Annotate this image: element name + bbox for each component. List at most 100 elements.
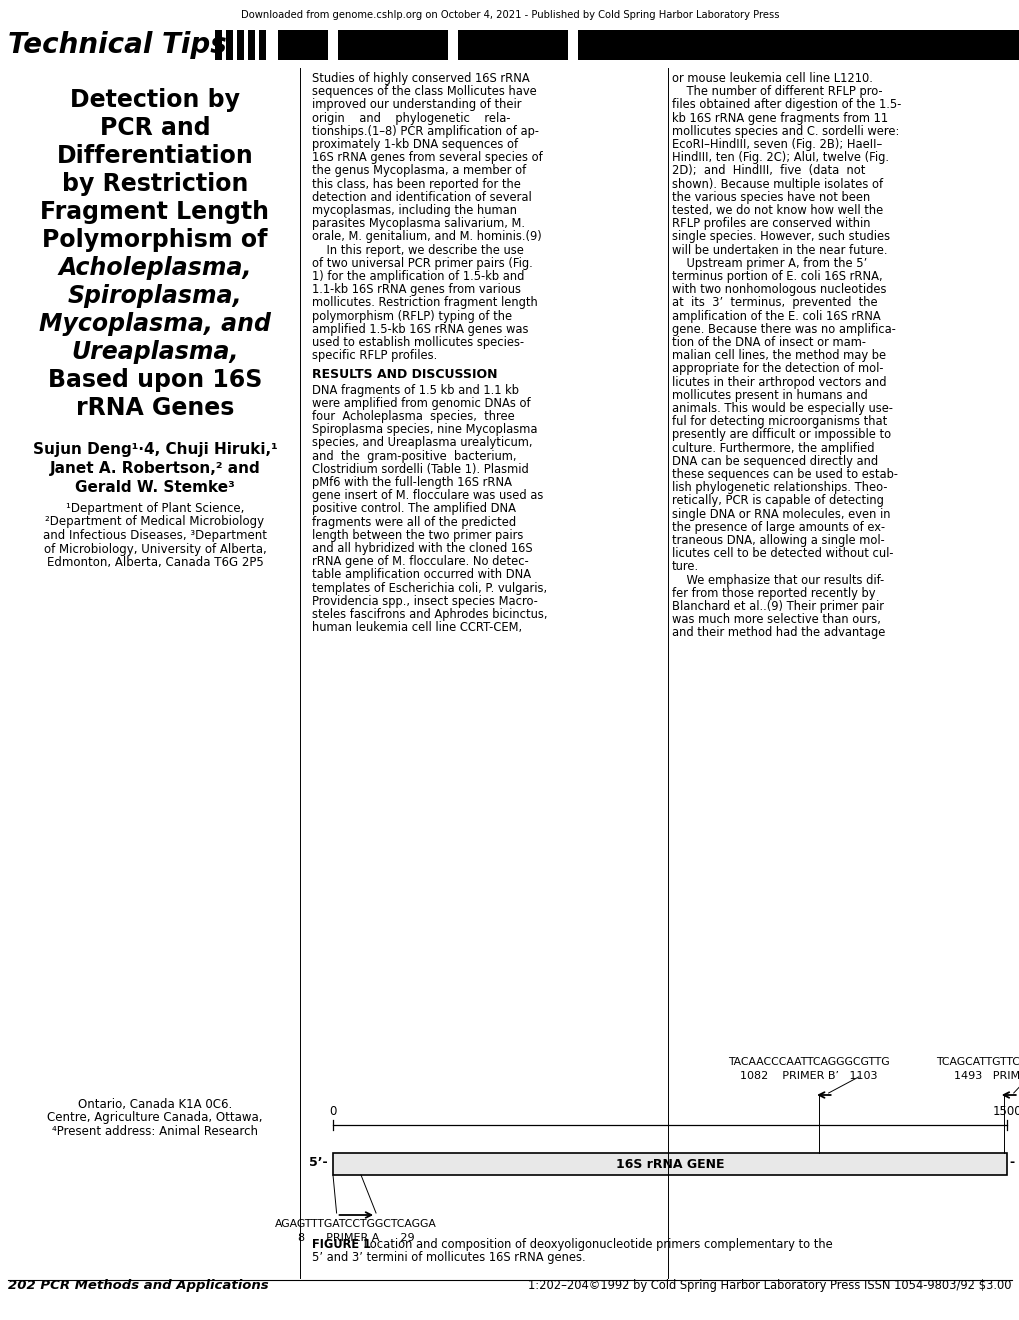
Text: Clostridium sordelli (Table 1). Plasmid: Clostridium sordelli (Table 1). Plasmid — [312, 463, 528, 475]
Text: Spiroplasma species, nine Mycoplasma: Spiroplasma species, nine Mycoplasma — [312, 424, 537, 436]
Text: specific RFLP profiles.: specific RFLP profiles. — [312, 350, 437, 362]
Text: pMf6 with the full-length 16S rRNA: pMf6 with the full-length 16S rRNA — [312, 477, 512, 488]
Text: length between the two primer pairs: length between the two primer pairs — [312, 529, 523, 541]
Text: were amplified from genomic DNAs of: were amplified from genomic DNAs of — [312, 397, 530, 409]
Text: Differentiation: Differentiation — [57, 144, 253, 168]
Text: HindIII, ten (Fig. 2C); AluI, twelve (Fig.: HindIII, ten (Fig. 2C); AluI, twelve (Fi… — [672, 152, 889, 164]
Text: Upstream primer A, from the 5’: Upstream primer A, from the 5’ — [672, 257, 866, 269]
Text: presently are difficult or impossible to: presently are difficult or impossible to — [672, 429, 891, 441]
Text: gene insert of M. flocculare was used as: gene insert of M. flocculare was used as — [312, 490, 543, 502]
Text: The number of different RFLP pro-: The number of different RFLP pro- — [672, 86, 881, 98]
Text: Gerald W. Stemke³: Gerald W. Stemke³ — [75, 480, 234, 495]
Text: DNA can be sequenced directly and: DNA can be sequenced directly and — [672, 455, 877, 467]
Text: 0: 0 — [329, 1105, 336, 1118]
Bar — [458, 30, 568, 59]
Text: kb 16S rRNA gene fragments from 11: kb 16S rRNA gene fragments from 11 — [672, 112, 888, 124]
Text: Polymorphism of: Polymorphism of — [42, 228, 268, 252]
Text: four  Acholeplasma  species,  three: four Acholeplasma species, three — [312, 411, 515, 422]
Text: steles fascifrons and Aphrodes bicinctus,: steles fascifrons and Aphrodes bicinctus… — [312, 609, 547, 620]
Text: RFLP profiles are conserved within: RFLP profiles are conserved within — [672, 218, 869, 230]
Text: mycoplasmas, including the human: mycoplasmas, including the human — [312, 205, 517, 216]
Text: licutes in their arthropod vectors and: licutes in their arthropod vectors and — [672, 376, 886, 388]
Text: mollicutes present in humans and: mollicutes present in humans and — [672, 389, 867, 401]
Text: 2D);  and  HindIII,  five  (data  not: 2D); and HindIII, five (data not — [672, 165, 864, 177]
Text: ture.: ture. — [672, 561, 698, 573]
Text: 202 PCR Methods and Applications: 202 PCR Methods and Applications — [8, 1279, 268, 1292]
Text: polymorphism (RFLP) typing of the: polymorphism (RFLP) typing of the — [312, 310, 512, 322]
Text: templates of Escherichia coli, P. vulgaris,: templates of Escherichia coli, P. vulgar… — [312, 582, 546, 594]
Text: Spiroplasma,: Spiroplasma, — [67, 284, 243, 308]
Bar — [259, 30, 266, 59]
Text: rRNA gene of M. flocculare. No detec-: rRNA gene of M. flocculare. No detec- — [312, 556, 528, 568]
Text: tionships.(1–8) PCR amplification of ap-: tionships.(1–8) PCR amplification of ap- — [312, 125, 538, 137]
Text: the presence of large amounts of ex-: the presence of large amounts of ex- — [672, 521, 884, 533]
Bar — [332, 1152, 1006, 1175]
Text: TACAACCCAATTCAGGGCGTTG: TACAACCCAATTCAGGGCGTTG — [728, 1057, 889, 1067]
Text: 8      PRIMER A      29: 8 PRIMER A 29 — [298, 1233, 414, 1243]
Text: positive control. The amplified DNA: positive control. The amplified DNA — [312, 503, 516, 515]
Text: single species. However, such studies: single species. However, such studies — [672, 231, 890, 243]
Text: these sequences can be used to estab-: these sequences can be used to estab- — [672, 469, 897, 480]
Text: 1:202–204©1992 by Cold Spring Harbor Laboratory Press ISSN 1054-9803/92 $3.00: 1:202–204©1992 by Cold Spring Harbor Lab… — [528, 1279, 1011, 1292]
Text: Mycoplasma, and: Mycoplasma, and — [39, 312, 271, 337]
Text: table amplification occurred with DNA: table amplification occurred with DNA — [312, 569, 531, 581]
Text: Location and composition of deoxyoligonucleotide primers complementary to the: Location and composition of deoxyoligonu… — [360, 1238, 832, 1251]
Text: fer from those reported recently by: fer from those reported recently by — [672, 587, 874, 599]
Text: 1082    PRIMER B’   1103: 1082 PRIMER B’ 1103 — [740, 1071, 876, 1081]
Text: was much more selective than ours,: was much more selective than ours, — [672, 614, 880, 626]
Text: or mouse leukemia cell line L1210.: or mouse leukemia cell line L1210. — [672, 73, 872, 84]
Bar — [236, 30, 244, 59]
Text: species, and Ureaplasma urealyticum,: species, and Ureaplasma urealyticum, — [312, 437, 532, 449]
Text: Centre, Agriculture Canada, Ottawa,: Centre, Agriculture Canada, Ottawa, — [47, 1111, 263, 1125]
Text: 1.1-kb 16S rRNA genes from various: 1.1-kb 16S rRNA genes from various — [312, 284, 521, 296]
Text: appropriate for the detection of mol-: appropriate for the detection of mol- — [672, 363, 882, 375]
Text: malian cell lines, the method may be: malian cell lines, the method may be — [672, 350, 886, 362]
Text: Providencia spp., insect species Macro-: Providencia spp., insect species Macro- — [312, 595, 537, 607]
Text: fragments were all of the predicted: fragments were all of the predicted — [312, 516, 516, 528]
Text: Ureaplasma,: Ureaplasma, — [71, 341, 238, 364]
Text: files obtained after digestion of the 1.5-: files obtained after digestion of the 1.… — [672, 99, 901, 111]
Bar — [248, 30, 255, 59]
Text: Based upon 16S: Based upon 16S — [48, 368, 262, 392]
Text: proximately 1-kb DNA sequences of: proximately 1-kb DNA sequences of — [312, 139, 518, 150]
Text: sequences of the class Mollicutes have: sequences of the class Mollicutes have — [312, 86, 536, 98]
Text: shown). Because multiple isolates of: shown). Because multiple isolates of — [672, 178, 882, 190]
Text: PCR and: PCR and — [100, 116, 210, 140]
Text: 5’-: 5’- — [309, 1156, 328, 1170]
Text: culture. Furthermore, the amplified: culture. Furthermore, the amplified — [672, 442, 873, 454]
Text: Janet A. Robertson,² and: Janet A. Robertson,² and — [50, 461, 260, 477]
Text: and their method had the advantage: and their method had the advantage — [672, 627, 884, 639]
Text: Detection by: Detection by — [70, 88, 239, 112]
Text: amplification of the E. coli 16S rRNA: amplification of the E. coli 16S rRNA — [672, 310, 879, 322]
Text: this class, has been reported for the: this class, has been reported for the — [312, 178, 521, 190]
Text: at  its  3’  terminus,  prevented  the: at its 3’ terminus, prevented the — [672, 297, 876, 309]
Text: Acholeplasma,: Acholeplasma, — [58, 256, 252, 280]
Text: and Infectious Diseases, ³Department: and Infectious Diseases, ³Department — [43, 529, 267, 543]
Text: Fragment Length: Fragment Length — [41, 201, 269, 224]
Text: mollicutes species and C. sordelli were:: mollicutes species and C. sordelli were: — [672, 125, 899, 137]
Text: single DNA or RNA molecules, even in: single DNA or RNA molecules, even in — [672, 508, 890, 520]
Text: used to establish mollicutes species-: used to establish mollicutes species- — [312, 337, 524, 348]
Text: lish phylogenetic relationships. Theo-: lish phylogenetic relationships. Theo- — [672, 482, 887, 494]
Text: terminus portion of E. coli 16S rRNA,: terminus portion of E. coli 16S rRNA, — [672, 271, 881, 282]
Text: RESULTS AND DISCUSSION: RESULTS AND DISCUSSION — [312, 368, 497, 381]
Bar — [226, 30, 232, 59]
Text: ⁴Present address: Animal Research: ⁴Present address: Animal Research — [52, 1125, 258, 1138]
Text: EcoRI–HindIII, seven (Fig. 2B); HaeII–: EcoRI–HindIII, seven (Fig. 2B); HaeII– — [672, 139, 881, 150]
Text: retically, PCR is capable of detecting: retically, PCR is capable of detecting — [672, 495, 883, 507]
Text: Edmonton, Alberta, Canada T6G 2P5: Edmonton, Alberta, Canada T6G 2P5 — [47, 556, 263, 569]
Text: We emphasize that our results dif-: We emphasize that our results dif- — [672, 574, 883, 586]
Text: AGAGTTTGATCCTGGCTCAGGA: AGAGTTTGATCCTGGCTCAGGA — [275, 1218, 437, 1229]
Text: parasites Mycoplasma salivarium, M.: parasites Mycoplasma salivarium, M. — [312, 218, 525, 230]
Text: 1) for the amplification of 1.5-kb and: 1) for the amplification of 1.5-kb and — [312, 271, 524, 282]
Text: detection and identification of several: detection and identification of several — [312, 191, 531, 203]
Text: gene. Because there was no amplifica-: gene. Because there was no amplifica- — [672, 323, 895, 335]
Text: ¹Department of Plant Science,: ¹Department of Plant Science, — [66, 502, 244, 515]
Text: orale, M. genitalium, and M. hominis.(9): orale, M. genitalium, and M. hominis.(9) — [312, 231, 541, 243]
Text: Studies of highly conserved 16S rRNA: Studies of highly conserved 16S rRNA — [312, 73, 529, 84]
Text: TCAGCATTGTTCCATAGGGATGG: TCAGCATTGTTCCATAGGGATGG — [934, 1057, 1019, 1067]
Text: tested, we do not know how well the: tested, we do not know how well the — [672, 205, 882, 216]
Bar — [278, 30, 328, 59]
Text: ful for detecting microorganisms that: ful for detecting microorganisms that — [672, 416, 887, 428]
Text: with two nonhomologous nucleotides: with two nonhomologous nucleotides — [672, 284, 886, 296]
